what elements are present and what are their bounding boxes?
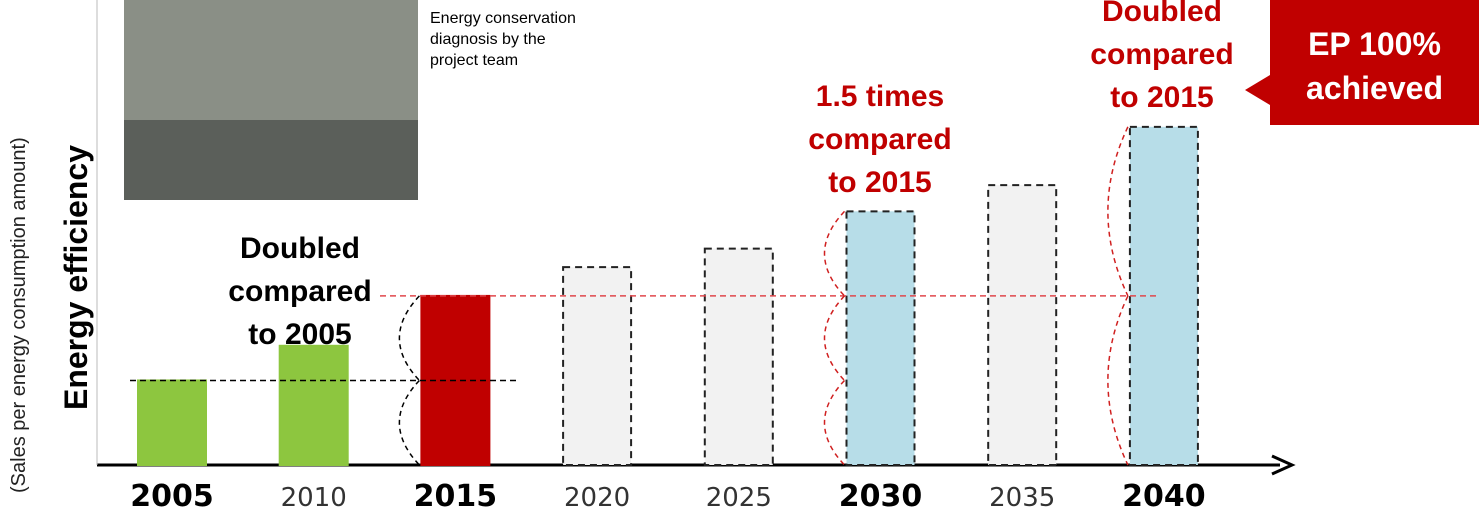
- x-tick-label: 2040: [1122, 479, 1206, 514]
- brace: [823, 295, 846, 381]
- bar: [137, 379, 207, 467]
- bar: [278, 344, 349, 467]
- annotation: Doubled compared to 2015: [1090, 0, 1234, 114]
- bar: [987, 184, 1058, 466]
- x-tick-label: 2035: [989, 483, 1055, 513]
- callout-text: EP 100% achieved: [1306, 26, 1443, 106]
- annotation: 1.5 times compared to 2015: [808, 80, 952, 199]
- x-tick-label: 2030: [839, 479, 923, 514]
- brace: [823, 210, 846, 297]
- x-tick-label: 2015: [414, 479, 498, 514]
- brace: [823, 379, 846, 466]
- x-tick-label: 2025: [706, 483, 772, 513]
- y-label: Energy efficiency: [58, 145, 94, 410]
- brace: [1107, 295, 1129, 466]
- bar: [562, 266, 633, 466]
- bar: [703, 247, 774, 466]
- annotation: Doubled compared to 2005: [228, 232, 372, 351]
- photo-caption: Energy conservation diagnosis by the pro…: [430, 10, 576, 69]
- brace: [398, 379, 420, 466]
- callout-box: [1245, 0, 1479, 125]
- brace: [398, 295, 420, 381]
- x-tick-label: 2020: [564, 483, 630, 513]
- y-sublabel: (Sales per energy consumption amount): [8, 137, 30, 493]
- photo-shade: [124, 120, 418, 200]
- x-tick-label: 2005: [130, 479, 214, 514]
- bar: [845, 210, 916, 466]
- brace: [1107, 126, 1129, 297]
- x-axis-arrow: [1271, 454, 1296, 476]
- x-tick-label: 2010: [281, 483, 347, 513]
